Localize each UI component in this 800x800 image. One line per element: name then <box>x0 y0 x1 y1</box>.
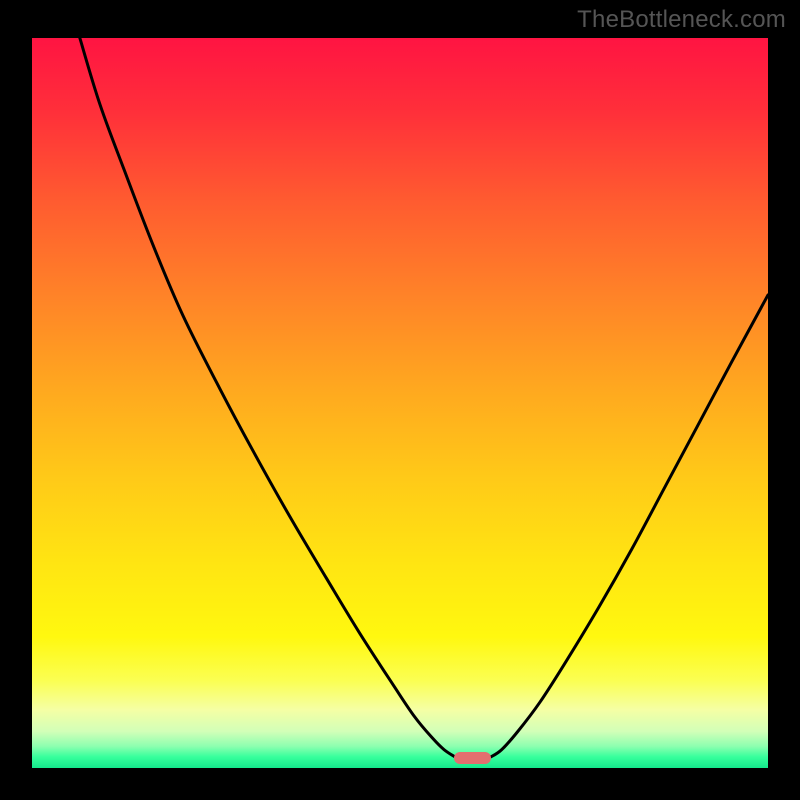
chart-curve-layer <box>32 38 768 768</box>
chart-plot-area <box>32 38 768 768</box>
watermark-text: TheBottleneck.com <box>577 6 786 34</box>
chart-bottom-marker <box>454 752 491 764</box>
curve-left-branch <box>80 38 455 757</box>
curve-right-branch <box>491 295 768 757</box>
